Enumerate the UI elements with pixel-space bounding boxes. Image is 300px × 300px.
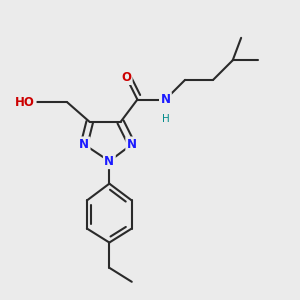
Text: N: N [127, 138, 137, 151]
Text: O: O [121, 70, 131, 84]
Text: N: N [104, 155, 114, 168]
Text: N: N [160, 93, 170, 106]
Text: H: H [161, 114, 169, 124]
Text: HO: HO [15, 96, 35, 109]
Text: N: N [79, 138, 89, 151]
